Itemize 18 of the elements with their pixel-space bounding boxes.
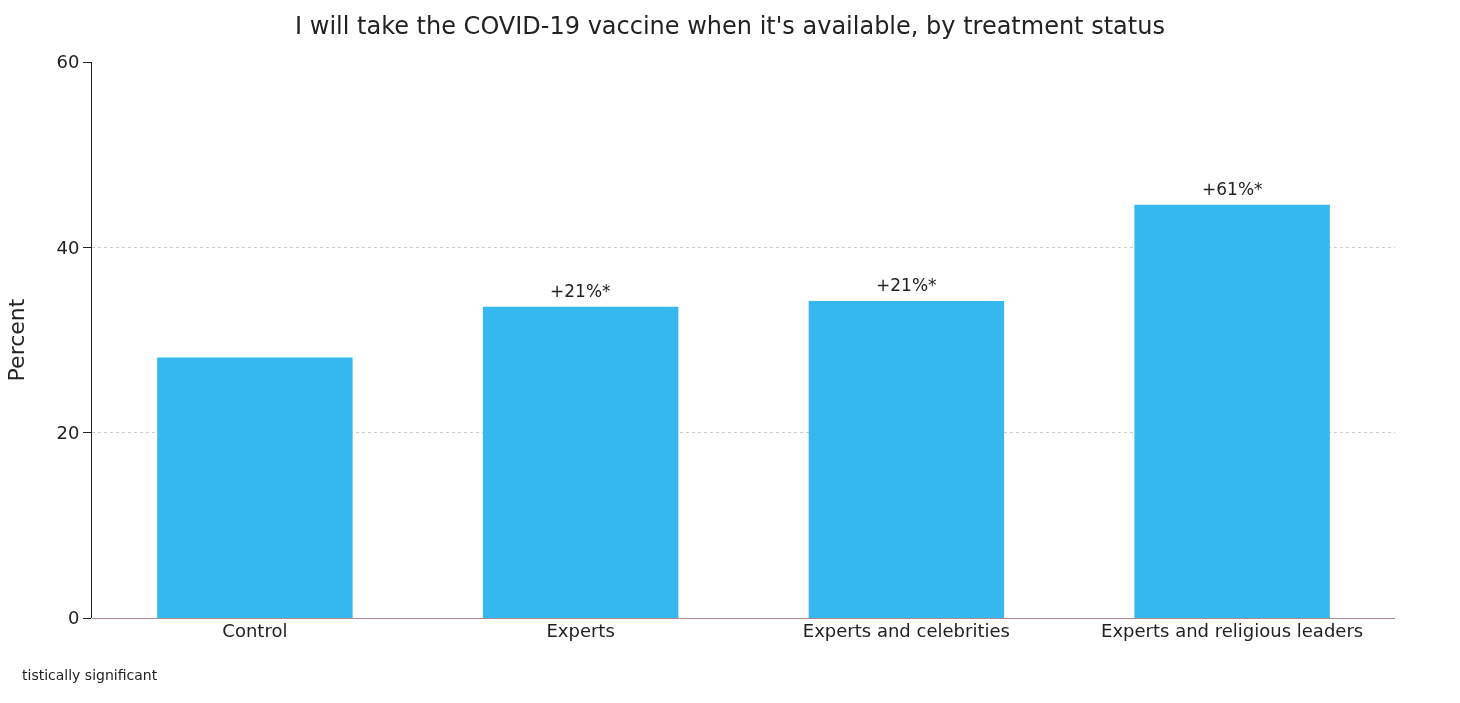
bar bbox=[482, 306, 679, 618]
x-tick-label: Experts and religious leaders bbox=[1101, 620, 1364, 641]
y-tick-label: 0 bbox=[67, 607, 80, 629]
y-axis-title: Percent bbox=[4, 298, 30, 382]
chart-title: I will take the COVID-19 vaccine when it's available, by treatment status bbox=[295, 12, 1165, 41]
x-tick-label: Experts bbox=[546, 620, 615, 641]
annotation: +21%* bbox=[550, 281, 611, 301]
y-tick-label: 60 bbox=[56, 51, 80, 73]
y-tick-label: 40 bbox=[56, 236, 80, 258]
text: tistically significant bbox=[22, 667, 158, 683]
x-tick-label: Experts and celebrities bbox=[802, 620, 1010, 641]
bar bbox=[1134, 204, 1330, 618]
y-tick-label: 20 bbox=[56, 421, 80, 443]
bar bbox=[157, 357, 353, 618]
bar bbox=[808, 301, 1005, 618]
annotation: +21%* bbox=[876, 275, 937, 295]
annotation: +61%* bbox=[1202, 179, 1263, 199]
x-tick-label: Control bbox=[222, 620, 288, 641]
